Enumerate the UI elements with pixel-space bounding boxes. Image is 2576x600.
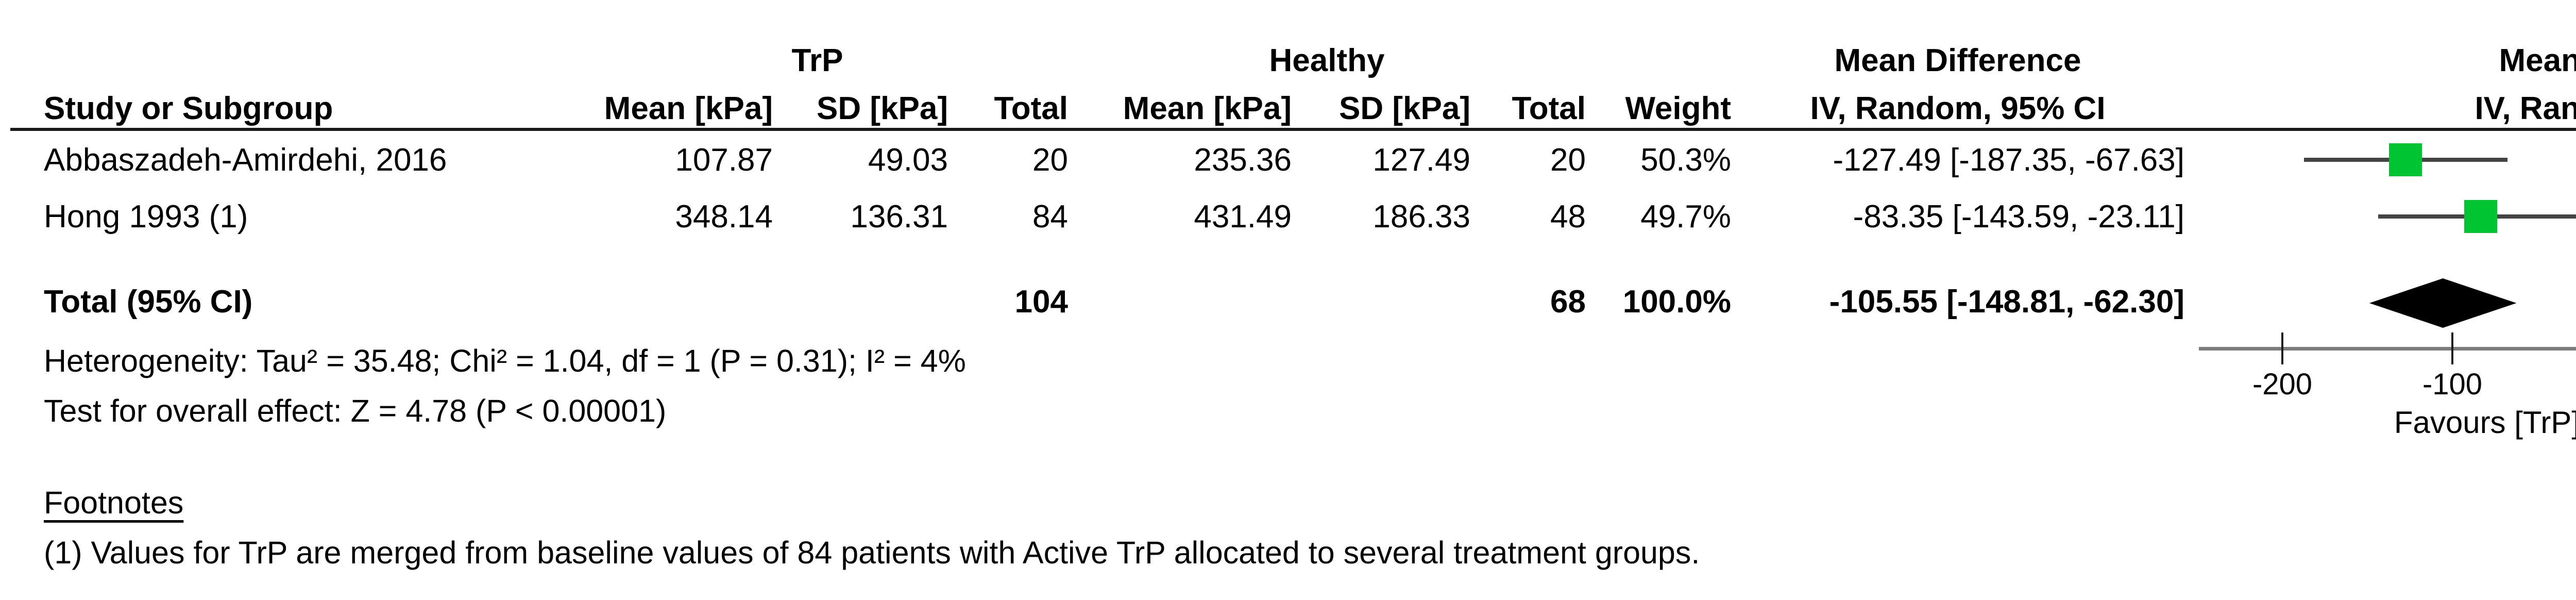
header-rule [10, 128, 2576, 131]
col-sd1: SD [kPa] [817, 90, 948, 126]
sd1-value: 136.31 [850, 198, 948, 235]
study-name: Hong 1993 (1) [44, 198, 248, 235]
group1-header: TrP [791, 43, 843, 78]
axis-tick [2451, 332, 2453, 364]
study-marker [2389, 143, 2422, 176]
total2-value: 48 [1550, 198, 1586, 235]
heterogeneity-line: Heterogeneity: Tau² = 35.48; Chi² = 1.04… [44, 343, 966, 378]
mean2-value: 235.36 [1194, 142, 1292, 178]
favours-labels: Favours [TrP] Favours [Healthy] [2184, 405, 2576, 440]
mean2-value: 431.49 [1194, 198, 1292, 235]
sd1-value: 49.03 [868, 142, 948, 178]
axis-tick [2281, 332, 2283, 364]
weight-value: 50.3% [1640, 142, 1731, 178]
col-weight: Weight [1625, 90, 1732, 126]
footnotes-heading: Footnotes [44, 485, 184, 520]
total-ci-value: -105.55 [-148.81, -62.30] [1829, 284, 2184, 320]
weight-sum: 100.0% [1622, 284, 1731, 320]
total1-value: 84 [1032, 198, 1068, 235]
mean-difference-header-left: Mean Difference [1834, 43, 2081, 78]
col-sd2: SD [kPa] [1339, 90, 1470, 126]
footnote-1: (1) Values for TrP are merged from basel… [44, 535, 1700, 570]
sd2-value: 186.33 [1372, 198, 1470, 235]
favours-left-label: Favours [TrP] [2394, 405, 2576, 440]
sd2-value: 127.49 [1372, 142, 1470, 178]
total1-value: 20 [1032, 142, 1068, 178]
axis-tick-label: 0 [2561, 367, 2576, 402]
axis-tick-label: -200 [2252, 368, 2313, 401]
study-marker [2464, 200, 2497, 233]
total-row: Total (95% CI) 104 68 100.0% -105.55 [-1… [0, 273, 2184, 330]
weight-value: 49.7% [1640, 198, 1731, 235]
total-label: Total (95% CI) [44, 284, 253, 320]
column-header-row: Study or Subgroup Mean [kPa] SD [kPa] To… [0, 80, 2184, 137]
col-mean1: Mean [kPa] [604, 90, 773, 126]
col-ci: IV, Random, 95% CI [1810, 90, 2106, 126]
col-total1: Total [994, 90, 1069, 126]
table-row: Abbaszadeh-Amirdehi, 2016 107.87 49.03 2… [0, 131, 2184, 188]
ci-value: -127.49 [-187.35, -67.63] [1833, 142, 2184, 178]
axis-tick-label: -100 [2422, 368, 2483, 401]
overall-effect-line: Test for overall effect: Z = 4.78 (P < 0… [44, 393, 667, 428]
col-mean2: Mean [kPa] [1123, 90, 1292, 126]
study-name: Abbaszadeh-Amirdehi, 2016 [44, 142, 447, 178]
mean-difference-header-right: Mean Difference [2499, 43, 2576, 78]
total-diamond [2369, 278, 2517, 328]
axis-line [2199, 347, 2576, 351]
ci-value: -83.35 [-143.59, -23.11] [1853, 198, 2184, 235]
plot-ci-header: IV, Random, 95% CI [2475, 91, 2576, 126]
col-total2: Total [1512, 90, 1586, 126]
group2-header: Healthy [1269, 43, 1385, 78]
total1-sum: 104 [1014, 284, 1068, 320]
total2-value: 20 [1550, 142, 1586, 178]
table-row: Hong 1993 (1) 348.14 136.31 84 431.49 18… [0, 188, 2184, 245]
total2-sum: 68 [1550, 284, 1586, 320]
col-study: Study or Subgroup [44, 90, 333, 126]
mean1-value: 348.14 [675, 198, 773, 235]
mean1-value: 107.87 [675, 142, 773, 178]
